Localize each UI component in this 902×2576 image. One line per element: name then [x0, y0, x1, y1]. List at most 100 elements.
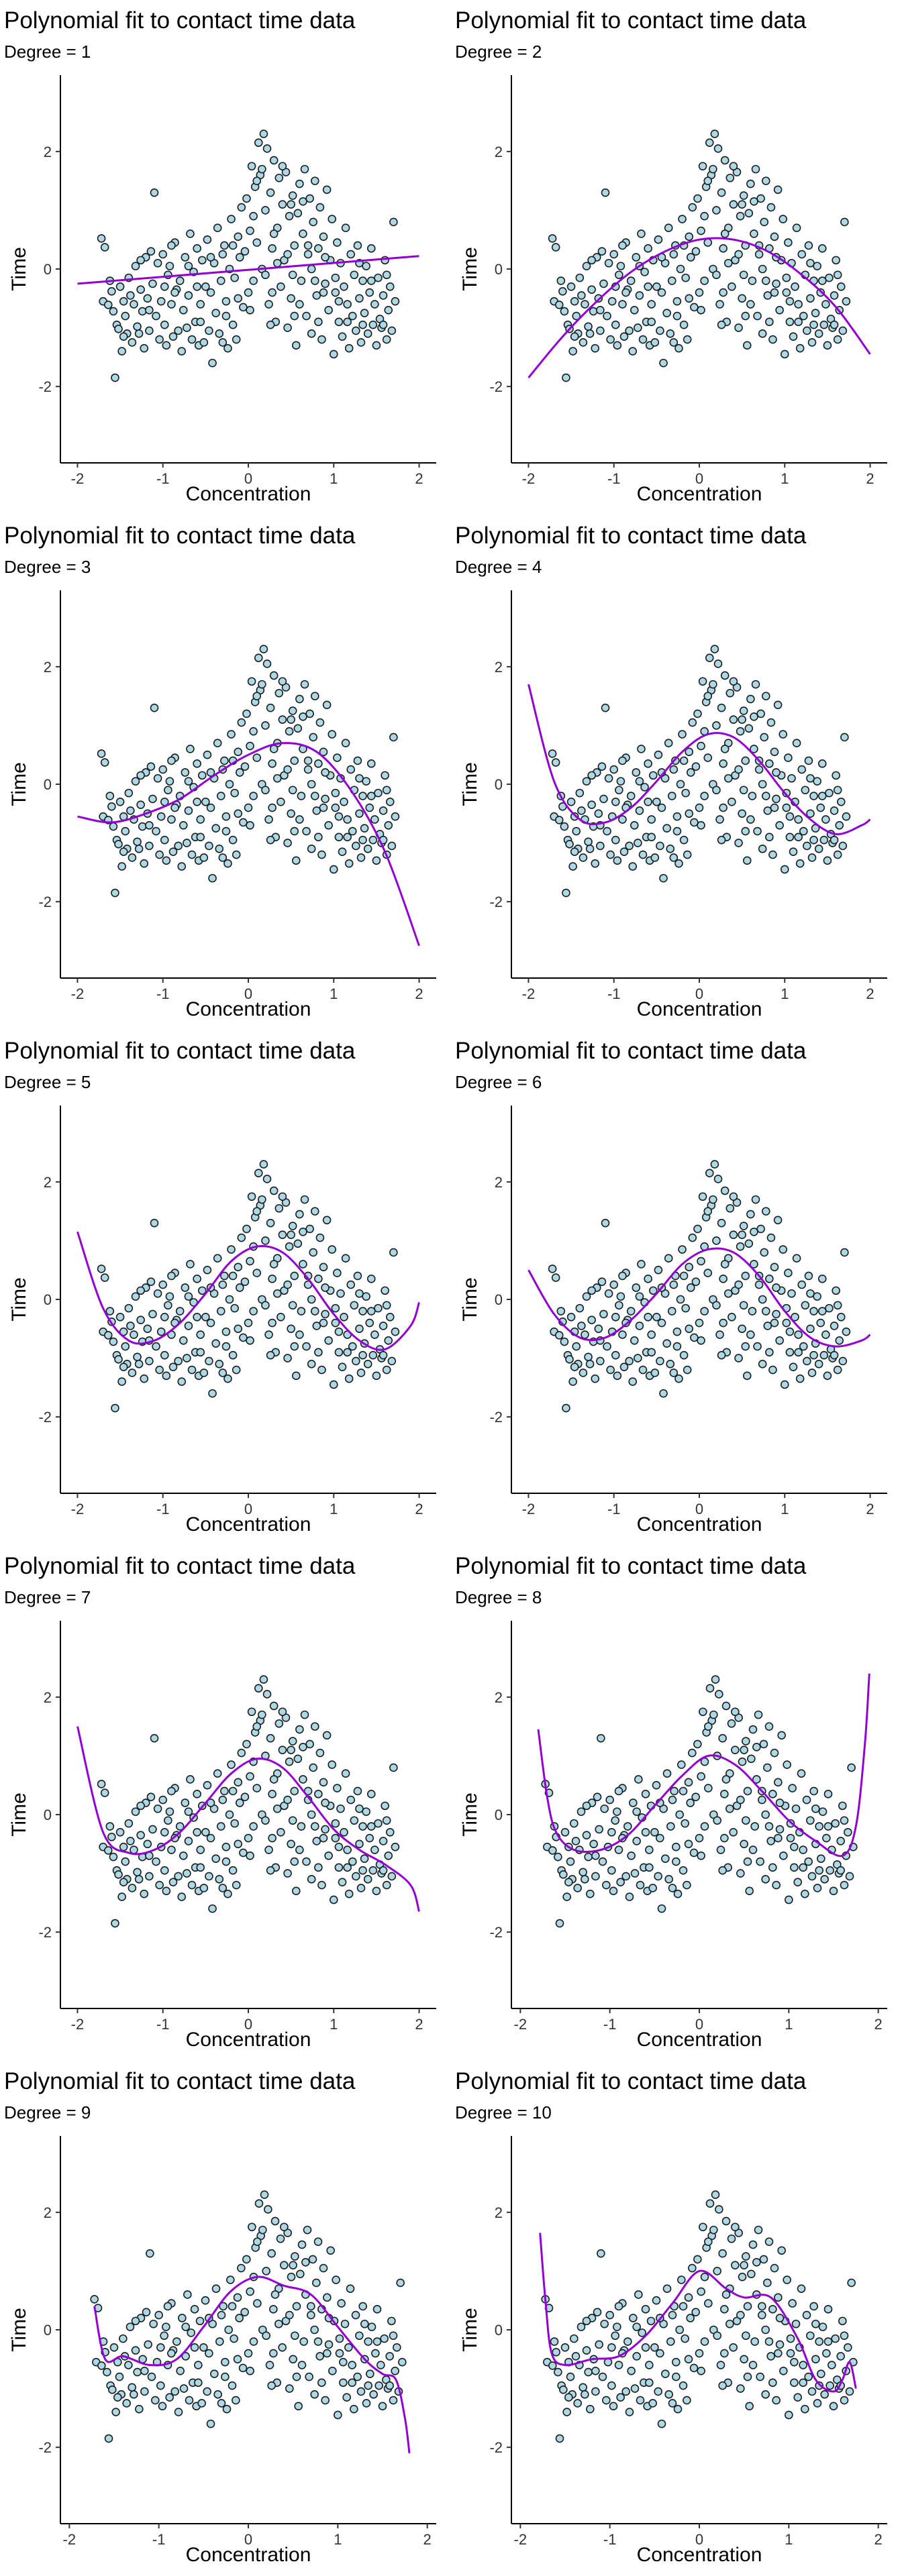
- scatter-point: [385, 797, 395, 806]
- scatter-point: [712, 1236, 721, 1245]
- scatter-point: [625, 2408, 634, 2416]
- scatter-point: [341, 1254, 350, 1263]
- scatter-point: [379, 1837, 388, 1845]
- scatter-point: [698, 677, 707, 686]
- scatter-point: [761, 2390, 770, 2399]
- scatter-point: [266, 835, 275, 845]
- chart-subtitle: Degree = 5: [4, 1072, 91, 1092]
- scatter-point: [564, 1878, 573, 1887]
- scatter-point: [738, 1324, 746, 1334]
- scatter-point: [644, 282, 652, 291]
- scatter-point: [741, 1271, 750, 1281]
- scatter-point: [693, 194, 702, 203]
- scatter-point: [784, 1269, 793, 1277]
- y-tick-label: 0: [495, 261, 503, 278]
- scatter-point: [221, 1327, 231, 1336]
- x-tick-label: -1: [603, 2531, 617, 2548]
- scatter-point: [845, 2387, 854, 2396]
- scatter-point: [358, 1350, 367, 1360]
- scatter-point: [815, 1822, 823, 1831]
- scatter-point: [122, 2399, 131, 2408]
- scatter-point: [710, 1160, 719, 1169]
- scatter-point: [840, 1816, 849, 1825]
- scatter-point: [136, 771, 145, 780]
- scatter-point: [358, 792, 367, 800]
- scatter-point: [725, 1203, 735, 1213]
- scatter-point: [686, 768, 695, 777]
- scatter-point: [368, 1866, 378, 1875]
- scatter-point: [221, 1342, 231, 1351]
- scatter-point: [211, 1339, 220, 1348]
- scatter-point: [840, 1248, 849, 1257]
- scatter-point: [293, 209, 303, 218]
- scatter-point: [323, 2293, 332, 2302]
- scatter-point: [312, 1837, 321, 1845]
- scatter-point: [350, 270, 359, 280]
- scatter-point: [264, 1845, 273, 1854]
- scatter-point: [644, 759, 652, 768]
- scatter-point: [109, 1337, 118, 1346]
- scatter-point: [128, 1884, 137, 1892]
- scatter-point: [268, 1275, 277, 1283]
- scatter-point: [704, 1784, 713, 1792]
- scatter-point: [797, 1769, 806, 1778]
- scatter-point: [572, 826, 581, 836]
- y-tick-label: -2: [489, 1924, 503, 1941]
- scatter-point: [634, 1354, 642, 1362]
- scatter-point: [554, 2367, 562, 2377]
- scatter-point: [239, 303, 248, 312]
- x-axis-label: Concentration: [637, 483, 762, 505]
- scatter-point: [699, 2222, 707, 2232]
- scatter-point: [673, 2404, 683, 2414]
- scatter-point: [307, 845, 316, 853]
- scatter-point: [770, 1318, 779, 1328]
- scatter-point: [568, 1377, 577, 1386]
- scatter-point: [336, 1804, 345, 1813]
- scatter-point: [315, 203, 325, 212]
- scatter-point: [779, 730, 788, 739]
- scatter-point: [780, 1380, 789, 1389]
- scatter-point: [186, 1775, 195, 1784]
- scatter-point: [238, 2363, 248, 2373]
- scatter-point: [840, 1880, 849, 1890]
- scatter-point: [584, 322, 593, 331]
- scatter-point: [809, 1307, 818, 1316]
- scatter-point: [346, 765, 356, 774]
- scatter-point: [656, 2349, 664, 2358]
- scatter-point: [353, 241, 362, 250]
- scatter-point: [130, 2390, 138, 2399]
- scatter-point: [836, 1866, 845, 1875]
- scatter-point: [184, 1322, 193, 1330]
- scatter-point: [216, 792, 225, 800]
- scatter-point: [358, 1822, 367, 1831]
- scatter-point: [254, 1169, 263, 1178]
- scatter-point: [637, 229, 646, 238]
- scatter-point: [672, 311, 682, 321]
- scatter-point: [348, 1342, 357, 1351]
- scatter-point: [614, 1786, 623, 1796]
- scatter-point: [379, 1350, 388, 1360]
- scatter-point: [389, 217, 398, 227]
- scatter-point: [264, 1330, 273, 1339]
- scatter-point: [334, 1348, 344, 1357]
- scatter-point: [667, 276, 676, 285]
- scatter-point: [266, 320, 275, 329]
- scatter-point: [232, 1880, 241, 1890]
- scatter-point: [254, 138, 263, 148]
- scatter-point: [103, 2367, 111, 2377]
- scatter-point: [813, 1884, 822, 1892]
- scatter-point: [606, 1365, 615, 1375]
- scatter-point: [277, 282, 285, 291]
- scatter-point: [820, 1875, 829, 1884]
- scatter-point: [616, 777, 625, 786]
- scatter-point: [370, 1845, 379, 1854]
- scatter-point: [815, 1866, 823, 1875]
- scatter-point: [688, 1748, 697, 1758]
- scatter-point: [779, 1245, 788, 1254]
- scatter-point: [774, 2349, 783, 2358]
- scatter-point: [228, 2302, 237, 2311]
- scatter-point: [328, 2367, 337, 2375]
- scatter-point: [150, 1733, 159, 1743]
- y-axis-label: Time: [459, 1792, 481, 1837]
- scatter-point: [288, 786, 297, 795]
